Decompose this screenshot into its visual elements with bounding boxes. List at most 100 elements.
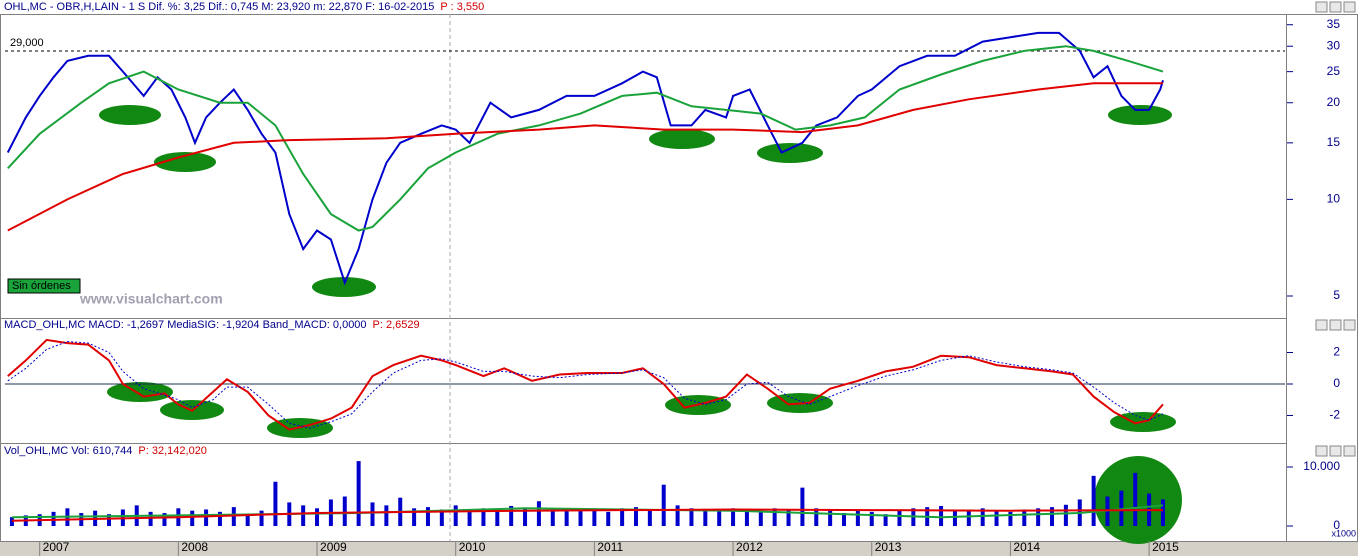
volume-bar [869, 511, 874, 527]
header-text: OHL,MC - OBR,H,LAIN - 1 S Dif. %: 3,25 D… [4, 1, 434, 13]
volume-bar [717, 510, 722, 527]
volume-bar [786, 509, 791, 527]
volume-bar [342, 496, 347, 527]
header-price: P: 32,142,020 [138, 445, 207, 457]
window-buttons[interactable] [1315, 1, 1356, 457]
x-tick-label: 2009 [320, 540, 347, 554]
volume-bar [966, 509, 971, 527]
volume-bar [1036, 508, 1041, 527]
y-tick-label: -2 [1329, 408, 1340, 422]
volume-bar [315, 508, 320, 527]
volume-bar [467, 510, 472, 527]
volume-bar [633, 507, 638, 527]
volume-bar [814, 508, 819, 527]
x-tick-label: 2012 [736, 540, 763, 554]
volume-bar [578, 510, 583, 527]
volume-bar [1050, 507, 1055, 527]
note-box [7, 278, 81, 294]
volume-bar [412, 508, 417, 527]
y-tick-label: 2 [1333, 345, 1340, 359]
volume-bar [800, 487, 805, 527]
header-price: P : 3,550 [440, 1, 484, 13]
volume-bar [301, 505, 306, 527]
volume-bar [384, 505, 389, 527]
volume-bar [772, 508, 777, 527]
volume-bar [231, 507, 236, 527]
volume-bar [883, 514, 888, 527]
time-axis-strip [0, 541, 1358, 556]
volume-bar [703, 509, 708, 527]
y-tick-label: 25 [1327, 64, 1341, 78]
volume-bar [217, 511, 222, 527]
header-text: MACD_OHL,MC MACD: -1,2697 MediaSIG: -1,9… [4, 319, 367, 331]
volume-bar [523, 508, 528, 527]
volume-bar [453, 505, 458, 527]
volume-bar [1133, 472, 1138, 527]
volume-bar [675, 505, 680, 527]
volume-bar [1063, 504, 1068, 527]
volume-bar [620, 508, 625, 527]
volume-bar [550, 509, 555, 527]
volume-bar [842, 513, 847, 527]
volume-bar [259, 510, 264, 527]
y-tick-label: 35 [1327, 17, 1341, 31]
y-tick-label: 30 [1327, 38, 1341, 52]
volume-bar [744, 511, 749, 527]
volume-bar [1091, 475, 1096, 527]
y-tick-label: 0 [1333, 518, 1340, 532]
volume-bar [536, 501, 541, 527]
series-line [7, 340, 1164, 429]
y-tick-label: 10 [1327, 192, 1341, 206]
panel-header: MACD_OHL,MC MACD: -1,2697 MediaSIG: -1,9… [4, 319, 420, 331]
unit-label: x1000 [1331, 528, 1356, 538]
y-tick-label: 10.000 [1303, 459, 1340, 473]
series-line [7, 338, 1164, 431]
x-tick-label: 2010 [459, 540, 486, 554]
y-tick-label: 5 [1333, 288, 1340, 302]
volume-bar [592, 509, 597, 527]
x-tick-label: 2011 [597, 540, 623, 554]
panel-frames [0, 14, 1358, 542]
series-line [7, 45, 1164, 232]
volume-bar [495, 509, 500, 527]
header-price: P: 2,6529 [373, 319, 420, 331]
x-tick-label: 2014 [1013, 540, 1040, 554]
volume-bar [897, 509, 902, 527]
volume-bar [647, 510, 652, 527]
x-tick-label: 2008 [181, 540, 208, 554]
note: Sin órdenes [12, 280, 71, 292]
x-tick-label: 2015 [1152, 540, 1179, 554]
y-tick-label: 20 [1327, 95, 1341, 109]
volume-bar [606, 511, 611, 527]
volume-bar [1008, 511, 1013, 527]
panel-header: Vol_OHL,MC Vol: 610,744 P: 32,142,020 [4, 445, 207, 457]
volume-bar [855, 510, 860, 527]
volume-bar [509, 505, 514, 527]
volume-bar [273, 481, 278, 527]
volume-bar [939, 505, 944, 527]
volume-bar [828, 510, 833, 527]
series-line [7, 82, 1163, 232]
watermark: www.visualchart.com [79, 291, 223, 307]
volume-bar [1022, 509, 1027, 527]
volume-bar [162, 513, 167, 527]
level-label: 29,000 [10, 37, 44, 49]
series-line [11, 508, 1164, 522]
volume-bar [661, 484, 666, 527]
header-text: Vol_OHL,MC Vol: 610,744 [4, 445, 132, 457]
panel-header: OHL,MC - OBR,H,LAIN - 1 S Dif. %: 3,25 D… [4, 1, 484, 13]
volume-bar [425, 507, 430, 527]
y-tick-label: 0 [1333, 376, 1340, 390]
volume-bar [980, 508, 985, 527]
volume-bar [245, 514, 250, 527]
volume-bar [370, 502, 375, 527]
volume-bar [204, 509, 209, 527]
volume-bar [731, 508, 736, 527]
x-tick-label: 2013 [875, 540, 902, 554]
volume-bar [481, 508, 486, 527]
volume-bar [1160, 499, 1165, 527]
volume-bar [356, 461, 361, 527]
volume-bar [994, 510, 999, 527]
y-tick-label: 15 [1327, 135, 1341, 149]
